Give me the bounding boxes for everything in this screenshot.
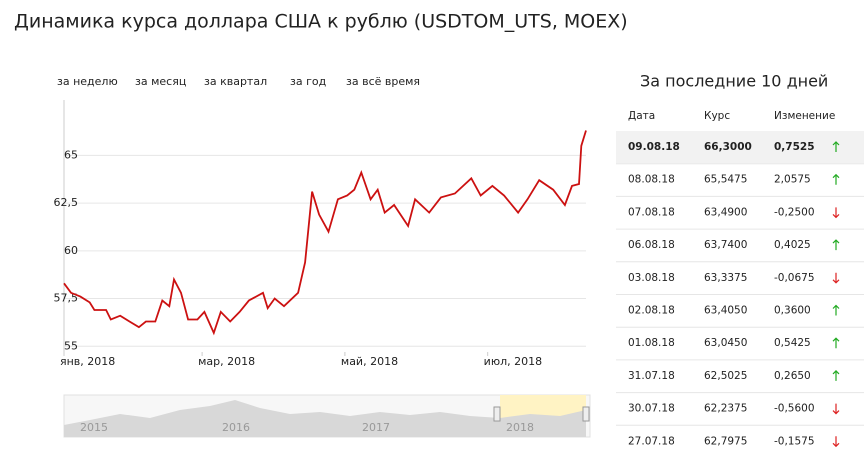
table-cell: 06.08.18 xyxy=(628,239,675,251)
table-cell: -0,1575 xyxy=(774,435,815,447)
table-cell: 0,3600 xyxy=(774,305,811,317)
period-tab[interactable]: за месяц xyxy=(135,75,186,88)
arrow-up xyxy=(832,173,840,185)
table-cell: 01.08.18 xyxy=(628,337,675,349)
table-cell: 62,2375 xyxy=(704,403,747,415)
y-tick-label: 55 xyxy=(64,339,78,352)
arrow-up xyxy=(832,304,840,316)
table-cell: 63,3375 xyxy=(704,272,747,284)
y-tick-label: 62,5 xyxy=(54,196,79,209)
table-cell: 62,5025 xyxy=(704,370,747,382)
arrow-down xyxy=(832,436,840,448)
table-cell: 62,7975 xyxy=(704,435,747,447)
arrow-down xyxy=(832,272,840,284)
x-tick-label: июл, 2018 xyxy=(484,355,542,368)
table-cell: 31.07.18 xyxy=(628,370,675,382)
x-tick-label: янв, 2018 xyxy=(60,355,115,368)
table-cell: 0,2650 xyxy=(774,370,811,382)
navigator-handle[interactable] xyxy=(493,406,501,422)
table-cell: 07.08.18 xyxy=(628,206,675,218)
period-tab[interactable]: за квартал xyxy=(204,75,267,88)
table-header: Изменение xyxy=(774,110,835,122)
arrow-down xyxy=(832,403,840,415)
table-cell: 27.07.18 xyxy=(628,435,675,447)
table-cell: 08.08.18 xyxy=(628,174,675,186)
period-tab[interactable]: за год xyxy=(290,75,327,88)
table-cell: 03.08.18 xyxy=(628,272,675,284)
table-cell: 63,7400 xyxy=(704,239,747,251)
navigator-label: 2016 xyxy=(222,421,250,434)
table-cell: 65,5475 xyxy=(704,174,747,186)
row-highlight xyxy=(616,131,864,163)
arrow-up xyxy=(832,141,840,152)
navigator-label: 2015 xyxy=(80,421,108,434)
arrow-up xyxy=(832,239,840,251)
x-tick-label: май, 2018 xyxy=(341,355,398,368)
y-tick-label: 60 xyxy=(64,244,78,257)
table-cell: 02.08.18 xyxy=(628,305,675,317)
table-cell: -0,0675 xyxy=(774,272,815,284)
arrow-up xyxy=(832,370,840,381)
period-tab[interactable]: за всё время xyxy=(346,75,420,88)
table-cell: -0,2500 xyxy=(774,206,815,218)
x-tick-label: мар, 2018 xyxy=(198,355,255,368)
table-cell: 63,4900 xyxy=(704,206,747,218)
table-cell: 30.07.18 xyxy=(628,403,675,415)
navigator-label: 2018 xyxy=(506,421,534,434)
arrow-down xyxy=(832,207,840,219)
table-cell: 0,5425 xyxy=(774,337,811,349)
table-title: За последние 10 дней xyxy=(640,72,828,91)
table-cell: 63,4050 xyxy=(704,305,747,317)
navigator-area xyxy=(64,400,586,437)
table-header: Дата xyxy=(628,110,655,122)
table-cell: 2,0575 xyxy=(774,174,811,186)
table-cell: -0,5600 xyxy=(774,403,815,415)
period-tab[interactable]: за неделю xyxy=(57,75,118,88)
table-cell: 66,3000 xyxy=(704,141,752,153)
table-header: Курс xyxy=(704,110,730,122)
arrow-up xyxy=(832,337,840,349)
table-cell: 09.08.18 xyxy=(628,141,680,153)
table-cell: 63,0450 xyxy=(704,337,747,349)
y-tick-label: 57,5 xyxy=(54,292,79,305)
navigator-handle[interactable] xyxy=(582,406,590,422)
table-cell: 0,4025 xyxy=(774,239,811,251)
page-title: Динамика курса доллара США к рублю (USDT… xyxy=(14,11,628,33)
table-cell: 0,7525 xyxy=(774,141,815,153)
price-line xyxy=(63,130,587,336)
navigator-label: 2017 xyxy=(362,421,390,434)
y-tick-label: 65 xyxy=(64,148,78,161)
